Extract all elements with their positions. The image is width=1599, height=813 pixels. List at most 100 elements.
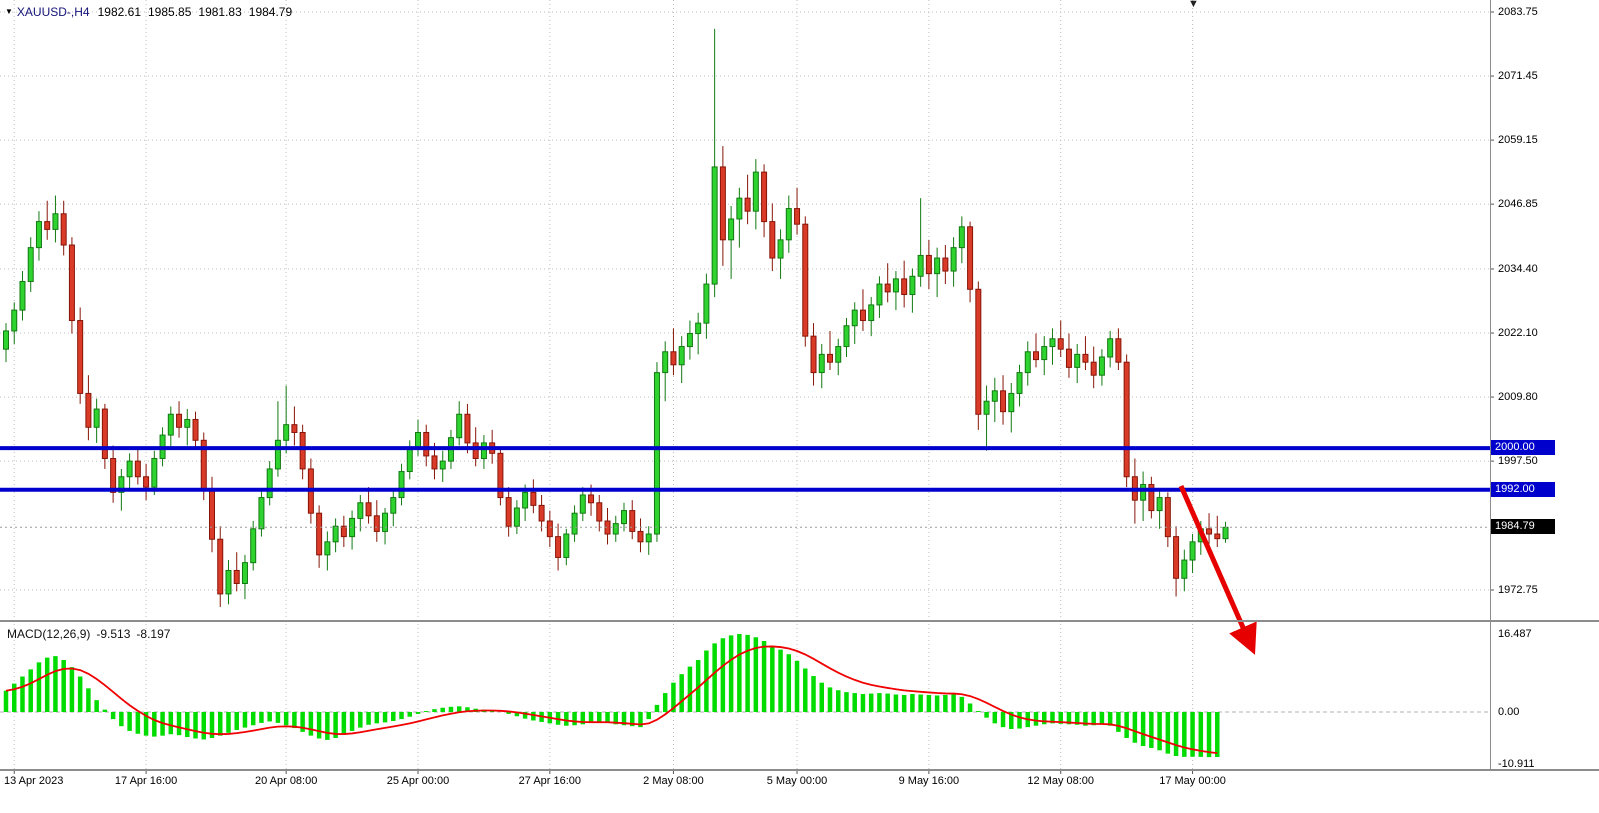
- candle: [1000, 375, 1007, 425]
- candle: [744, 174, 751, 225]
- trend-arrow[interactable]: [1178, 484, 1257, 655]
- candle: [1033, 333, 1039, 368]
- candle: [497, 448, 504, 506]
- candle: [958, 216, 965, 264]
- candle: [19, 271, 26, 321]
- candle: [505, 487, 512, 537]
- candle: [1041, 336, 1048, 376]
- candle: [1164, 492, 1171, 548]
- current-price-badge: 1984.79: [1491, 519, 1555, 535]
- candle: [785, 195, 792, 253]
- panel-separator[interactable]: [0, 620, 1599, 622]
- candle: [3, 323, 9, 363]
- time-axis-label: 9 May 16:00: [898, 775, 960, 787]
- price-axis[interactable]: 2083.75 2071.45 2059.15 2046.85 2034.40 2022.…: [1490, 0, 1599, 813]
- time-axis-label: 2 May 08:00: [643, 775, 704, 787]
- candle: [637, 518, 644, 553]
- candle: [1115, 328, 1122, 370]
- candle: [1181, 549, 1188, 592]
- candle: [1057, 320, 1064, 357]
- candle: [1065, 333, 1072, 378]
- candle: [85, 375, 92, 441]
- candle: [1123, 354, 1130, 488]
- candle: [217, 526, 224, 607]
- candle: [818, 343, 825, 389]
- time-axis-label: 27 Apr 16:00: [518, 775, 582, 787]
- candle: [357, 494, 364, 532]
- candle: [1206, 513, 1213, 545]
- price-axis-label: 2071.45: [1498, 70, 1538, 83]
- macd-indicator-label: MACD(12,26,9) -9.513 -8.197: [7, 627, 176, 641]
- price-level-badge-1992: 1992.00: [1491, 481, 1555, 497]
- ohlc-close-value: 1984.79: [248, 5, 293, 19]
- candle: [876, 276, 883, 318]
- candle: [52, 195, 59, 243]
- candle: [851, 302, 858, 344]
- symbol-dropdown-icon[interactable]: ▼: [5, 7, 13, 16]
- candle: [1222, 521, 1229, 543]
- symbol-timeframe-label: XAUUSD-,H4: [16, 5, 90, 19]
- chart-shift-marker-icon[interactable]: ▼: [1188, 0, 1199, 10]
- macd-indicator-name: MACD(12,26,9): [7, 627, 91, 641]
- time-axis-label: 20 Apr 08:00: [254, 775, 318, 787]
- candle: [859, 289, 866, 331]
- candle: [1107, 330, 1114, 368]
- candle: [167, 406, 174, 449]
- candle: [1214, 515, 1221, 548]
- chart-title: ▼ XAUUSD-,H4 1982.61 1985.85 1981.83 1984.79: [5, 5, 299, 19]
- time-axis-label: 12 May 08:00: [1027, 775, 1095, 787]
- candle: [283, 385, 290, 454]
- candle: [810, 323, 817, 386]
- candle: [513, 500, 520, 535]
- candle: [1098, 349, 1105, 386]
- price-axis-label: 2046.85: [1498, 198, 1538, 211]
- price-axis-label: 2009.80: [1498, 391, 1538, 404]
- time-axis-label: 25 Apr 00:00: [386, 775, 450, 787]
- candle: [678, 336, 685, 384]
- candle: [686, 320, 693, 360]
- price-axis-separator: [1490, 0, 1491, 769]
- candle: [761, 164, 768, 238]
- candle: [991, 377, 998, 423]
- candle: [967, 221, 974, 303]
- candle: [1140, 471, 1147, 522]
- candle: [349, 510, 356, 550]
- candle: [241, 554, 248, 600]
- candle: [68, 237, 75, 334]
- time-axis-label: 5 May 00:00: [766, 775, 828, 787]
- candle: [1082, 336, 1089, 370]
- price-axis-label: 1972.75: [1498, 584, 1538, 596]
- time-axis-label: 17 May 00:00: [1159, 775, 1226, 787]
- candle: [456, 401, 463, 446]
- candle: [802, 216, 809, 347]
- candle: [415, 419, 421, 456]
- ohlc-high-value: 1985.85: [148, 5, 192, 19]
- price-axis-label: 2034.40: [1498, 262, 1538, 275]
- candle: [382, 507, 389, 545]
- candle: [719, 146, 726, 266]
- candle: [579, 487, 586, 522]
- macd-axis-label: 16.487: [1498, 628, 1532, 641]
- candle: [176, 401, 183, 438]
- candle: [225, 560, 232, 605]
- candle: [60, 200, 67, 256]
- time-axis-label: 17 Apr 16:00: [114, 775, 178, 787]
- price-axis-label: 2059.15: [1498, 134, 1538, 147]
- candle: [555, 523, 562, 571]
- candle: [151, 450, 158, 495]
- candle: [975, 281, 982, 430]
- candle: [596, 494, 603, 532]
- candle: [868, 297, 875, 337]
- candle: [629, 500, 636, 540]
- candle: [653, 362, 660, 542]
- time-axis[interactable]: 13 Apr 2023 17 Apr 16:00 20 Apr 08:00 25 Ap…: [0, 771, 1599, 793]
- candle: [1008, 383, 1015, 433]
- candle: [332, 518, 339, 553]
- candle: [126, 453, 133, 490]
- candle: [365, 487, 372, 524]
- candle: [983, 385, 990, 451]
- candle: [324, 531, 331, 571]
- candle: [546, 510, 553, 548]
